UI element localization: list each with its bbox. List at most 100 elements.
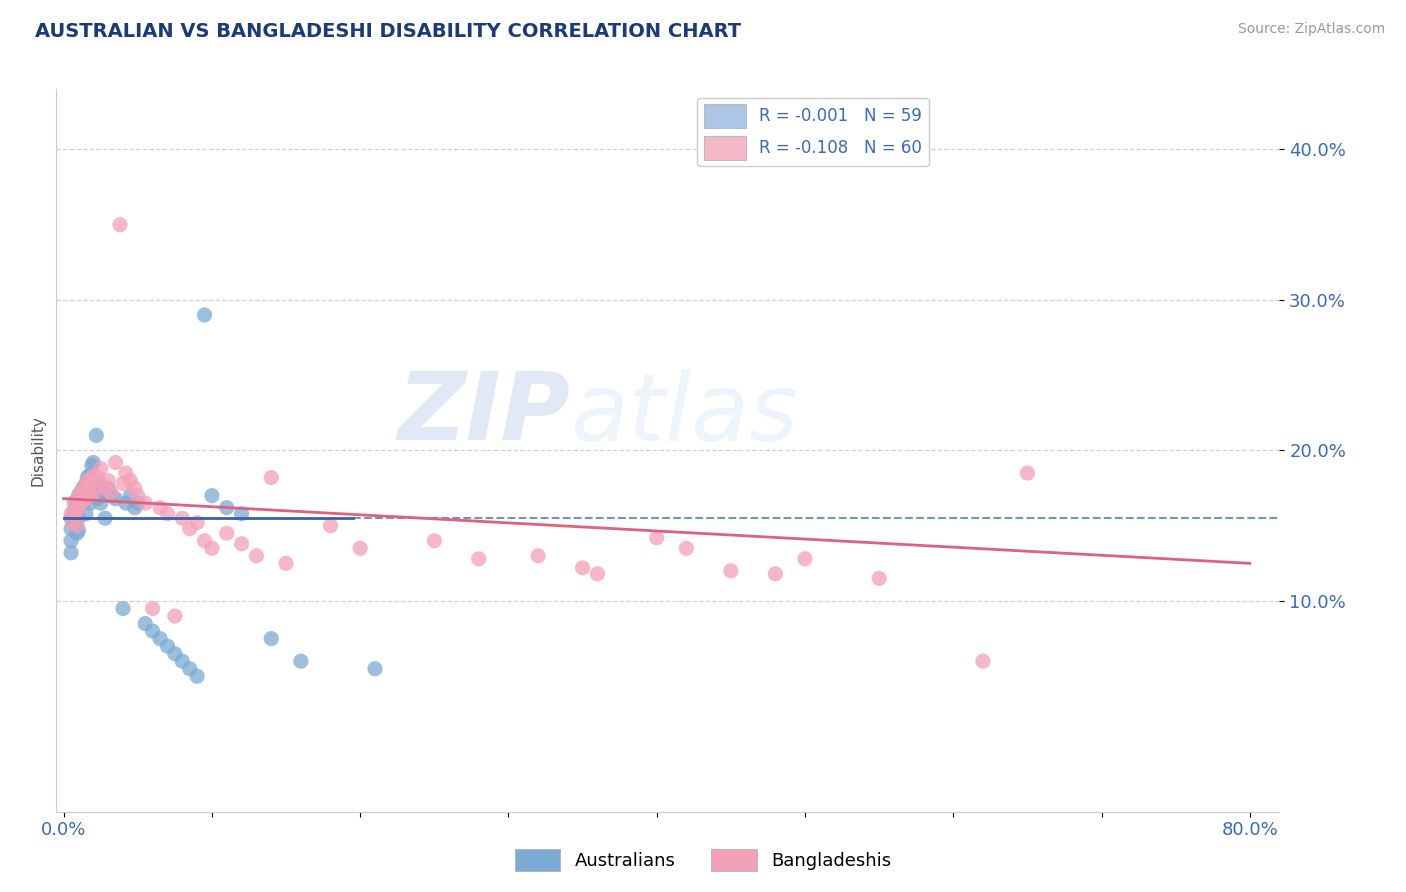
Point [231,507,253,521]
Point [70,496,93,510]
Point [868,571,890,585]
Point [245,549,267,563]
Point [349,541,371,556]
Point [60,511,83,525]
Point [75,507,97,521]
Point [82,455,104,469]
Point [79,496,101,510]
Point [124,481,146,495]
Point [179,662,201,676]
Text: AUSTRALIAN VS BANGLADESHI DISABILITY CORRELATION CHART: AUSTRALIAN VS BANGLADESHI DISABILITY COR… [35,22,741,41]
Point [120,489,142,503]
Point [156,639,179,653]
Point [134,496,156,510]
Point [80,489,103,503]
Point [201,541,224,556]
Point [260,632,283,646]
Point [84,428,107,442]
Point [66,526,89,541]
Point [65,507,87,521]
Point [675,541,697,556]
Point [60,533,83,548]
Point [84,481,107,495]
Point [100,489,122,503]
Point [142,624,165,639]
Point [63,516,86,530]
Y-axis label: Disability: Disability [30,415,45,486]
Point [290,654,312,668]
Point [201,489,224,503]
Point [104,455,127,469]
Point [108,218,131,232]
Point [82,469,104,483]
Point [231,537,253,551]
Point [84,481,107,495]
Point [260,470,283,484]
Point [163,647,186,661]
Text: ZIP: ZIP [396,368,569,460]
Point [94,481,117,495]
Point [73,485,96,500]
Point [60,546,83,560]
Point [67,491,90,506]
Point [134,616,156,631]
Point [586,566,609,581]
Point [87,491,110,506]
Point [215,526,238,541]
Point [423,533,446,548]
Point [79,481,101,495]
Point [72,496,94,510]
Point [115,496,138,510]
Point [120,474,142,488]
Point [763,566,786,581]
Point [193,308,215,322]
Point [75,491,97,506]
Point [115,466,138,480]
Point [186,516,208,530]
Point [65,507,87,521]
Point [215,500,238,515]
Point [97,481,120,495]
Point [972,654,994,668]
Point [67,523,90,537]
Point [571,561,593,575]
Text: Source: ZipAtlas.com: Source: ZipAtlas.com [1237,22,1385,37]
Point [60,522,83,536]
Text: atlas: atlas [569,368,799,460]
Point [80,458,103,473]
Point [90,496,112,510]
Point [87,470,110,484]
Point [67,500,90,515]
Point [1017,466,1039,480]
Point [468,551,491,566]
Point [319,518,342,533]
Point [124,500,146,515]
Point [142,601,165,615]
Point [66,518,89,533]
Point [127,489,149,503]
Point [72,481,94,495]
Point [76,470,98,484]
Point [60,507,83,521]
Legend: R = -0.001   N = 59, R = -0.108   N = 60: R = -0.001 N = 59, R = -0.108 N = 60 [697,97,928,167]
Point [364,662,387,676]
Point [73,481,96,495]
Point [89,476,111,491]
Point [90,481,112,495]
Point [104,491,127,506]
Point [77,485,100,500]
Point [76,474,98,488]
Point [77,469,100,483]
Point [75,491,97,506]
Point [62,516,84,530]
Point [172,654,194,668]
Point [193,533,215,548]
Point [65,518,87,533]
Point [156,507,179,521]
Point [67,489,90,503]
Point [69,485,91,500]
Point [186,669,208,683]
Point [72,489,94,503]
Point [179,522,201,536]
Point [111,601,134,615]
